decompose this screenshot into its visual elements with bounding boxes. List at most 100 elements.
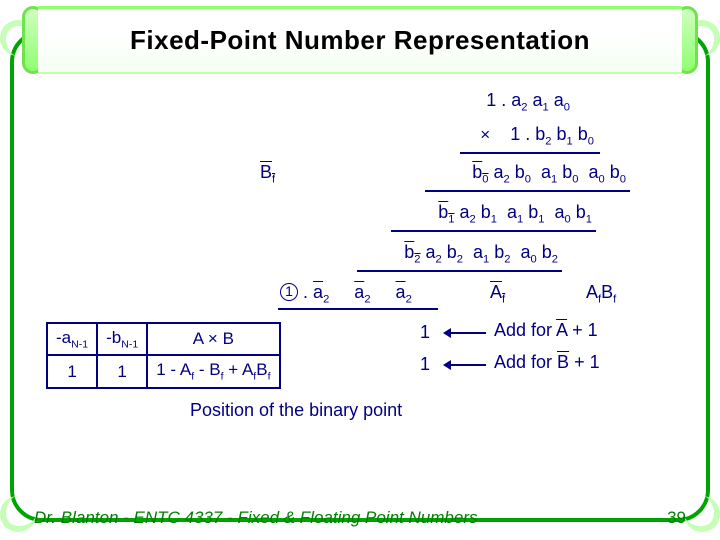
td-1a: 1 — [47, 355, 97, 387]
pp1-b1b: b — [481, 202, 491, 222]
AfBf-B: B — [601, 282, 613, 302]
rule-pp2 — [357, 270, 562, 272]
a0-sub: 0 — [564, 102, 570, 114]
Bf-label: Bf — [260, 162, 275, 186]
pp0-b0c: b — [562, 162, 572, 182]
b2-sub: 2 — [545, 136, 551, 148]
pp2-b2c: b — [494, 242, 504, 262]
pp0-b0b-sub: 0 — [525, 174, 531, 186]
pp2-b2: b — [404, 242, 414, 262]
a0: a — [554, 90, 564, 110]
carry-one-a: 1 — [420, 322, 430, 343]
pp0-a0: a — [589, 162, 599, 182]
add-a-post: + 1 — [567, 320, 598, 340]
expr-2: - B — [194, 360, 220, 379]
b0: b — [578, 124, 588, 144]
th-A: A — [193, 329, 203, 348]
pp2-a2-sub: 2 — [436, 254, 442, 266]
pp2-row: b2 a2 b2 a1 b2 a0 b2 — [404, 242, 558, 266]
result-row: 1 . a2 a2 a2 — [280, 282, 412, 306]
Af: A — [490, 282, 502, 302]
pp1-row: b1 a2 b1 a1 b1 a0 b1 — [438, 202, 592, 226]
pp2-b2-sub: 2 — [414, 254, 420, 266]
th-times: × — [203, 329, 222, 348]
pp0-b0d: b — [610, 162, 620, 182]
multiplicand-row: 1 . a2 a1 a0 — [486, 90, 570, 114]
pp0-b0c-sub: 0 — [572, 174, 578, 186]
add-for-b: Add for B + 1 — [494, 352, 600, 373]
b1-sub: 1 — [567, 136, 573, 148]
rule-pp1 — [391, 230, 596, 232]
a-prefix: 1 . — [486, 90, 511, 110]
pp1-b1c: b — [528, 202, 538, 222]
a2-sub: 2 — [521, 102, 527, 114]
footer-topic: Fixed & Floating Point Numbers — [237, 508, 477, 527]
Af-label: Af — [490, 282, 505, 306]
page-number: 39 — [667, 508, 686, 528]
b-prefix: 1 . — [510, 124, 535, 144]
pp1-a0: a — [555, 202, 565, 222]
pp0-row: b0 a2 b0 a1 b0 a0 b0 — [472, 162, 626, 186]
res-col-b: a — [354, 282, 364, 302]
th-b-txt: -b — [106, 328, 121, 347]
th-a: -aN-1 — [47, 323, 97, 355]
pp1-b1d-sub: 1 — [586, 214, 592, 226]
th-b: -bN-1 — [97, 323, 147, 355]
b0-sub: 0 — [588, 136, 594, 148]
th-AB: A × B — [147, 323, 279, 355]
th-b-sub: N-1 — [121, 338, 138, 350]
Bf-sub: f — [272, 174, 275, 186]
pp0-b0d-sub: 0 — [620, 174, 626, 186]
add-b-post: + 1 — [569, 352, 600, 372]
add-a-A: A — [556, 320, 567, 340]
carry-one-b: 1 — [420, 354, 430, 375]
rule-top — [460, 152, 600, 154]
Af-sub: f — [502, 294, 505, 306]
th-a-txt: -a — [56, 328, 71, 347]
pp2-b2c-sub: 2 — [504, 254, 510, 266]
pp1-b1d: b — [576, 202, 586, 222]
pp2-b2d-sub: 2 — [552, 254, 558, 266]
a1-sub: 1 — [543, 102, 549, 114]
pp1-b1c-sub: 1 — [538, 214, 544, 226]
pp1-a2-sub: 2 — [470, 214, 476, 226]
title-bar: Fixed-Point Number Representation — [28, 6, 692, 74]
res-col-a-sub: 2 — [323, 294, 329, 306]
pp2-a1-sub: 1 — [483, 254, 489, 266]
a2: a — [511, 90, 521, 110]
add-a-pre: Add for — [494, 320, 556, 340]
slide-footer: Dr. Blanton - ENTC 4337 - Fixed & Floati… — [34, 508, 686, 528]
pp0-a2-sub: 2 — [504, 174, 510, 186]
pp1-a0-sub: 0 — [565, 214, 571, 226]
a1: a — [533, 90, 543, 110]
res-col-a: a — [313, 282, 323, 302]
res-col-c-sub: 2 — [406, 294, 412, 306]
AfBf-A: A — [586, 282, 598, 302]
rule-result — [278, 308, 438, 310]
binary-point-caption: Position of the binary point — [190, 400, 402, 421]
AfBf-B-sub: f — [613, 294, 616, 306]
multiplier-row: × 1 . b2 b1 b0 — [480, 124, 594, 148]
expr-1: 1 - A — [156, 360, 191, 379]
pp2-a0: a — [521, 242, 531, 262]
b2: b — [535, 124, 545, 144]
result-dot: . — [303, 282, 308, 302]
pp0-b0b: b — [515, 162, 525, 182]
td-1b: 1 — [97, 355, 147, 387]
pp2-b2d: b — [542, 242, 552, 262]
footer-author: Dr. Blanton - ENTC 4337 - — [34, 508, 237, 527]
add-b-pre: Add for — [494, 352, 557, 372]
arrow-b — [446, 364, 486, 366]
expr-bf2: f — [268, 371, 271, 383]
arrow-a — [446, 332, 486, 334]
AfBf-label: AfBf — [586, 282, 616, 306]
pp1-b1: b — [438, 202, 448, 222]
pp0-b0: b — [472, 162, 482, 182]
pp1-b1b-sub: 1 — [491, 214, 497, 226]
pp1-b1-sub: 1 — [448, 214, 454, 226]
times-icon: × — [480, 125, 490, 144]
th-a-sub: N-1 — [71, 338, 88, 350]
result-one: 1 — [280, 283, 298, 301]
pp2-b2b-sub: 2 — [457, 254, 463, 266]
pp2-a1: a — [473, 242, 483, 262]
